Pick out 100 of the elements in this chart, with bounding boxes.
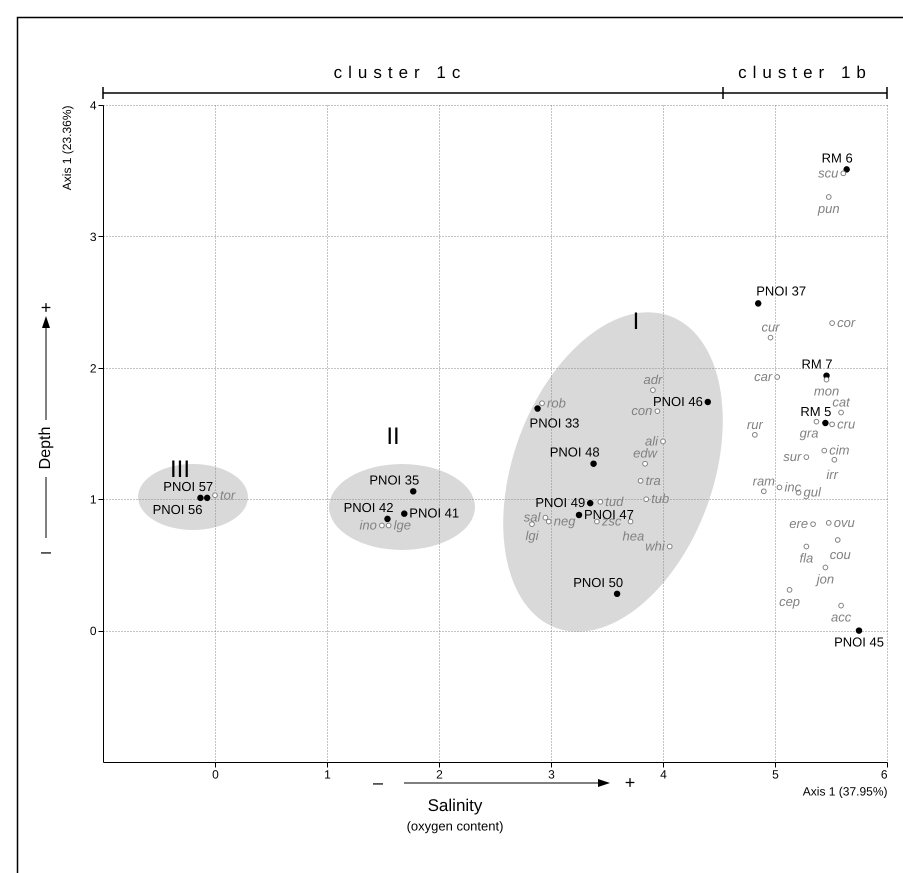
point [822, 564, 828, 570]
data-label: RM 6 [822, 150, 853, 166]
x-tick-label: 4 [660, 768, 668, 782]
point [614, 590, 620, 598]
point [597, 498, 604, 505]
data-label: tra [646, 472, 661, 488]
point [768, 334, 774, 340]
data-label: adr [644, 372, 663, 388]
point [546, 518, 552, 524]
x-axis-title: Axis 1 (37.95%) [802, 784, 888, 798]
data-label: tud [605, 494, 624, 509]
x-tick-label: 1 [324, 768, 332, 782]
data-label: PNOI 33 [530, 416, 580, 431]
point [539, 400, 545, 406]
text: – [40, 542, 52, 562]
text: – [372, 772, 384, 794]
point [804, 454, 810, 460]
data-label: ino [360, 517, 377, 532]
point [826, 194, 832, 200]
data-label: edw [633, 446, 659, 461]
point [401, 510, 408, 517]
data-label: ram [752, 473, 776, 488]
point [822, 420, 829, 426]
data-label: PNOI 35 [369, 472, 420, 488]
y-tick-label: 0 [90, 624, 97, 638]
annotation: I [632, 308, 640, 336]
data-label: lge [394, 517, 411, 532]
point [534, 405, 541, 412]
point [642, 460, 648, 467]
data-label: gra [800, 426, 818, 441]
text: Depth [37, 426, 55, 470]
data-label: PNOI 41 [409, 506, 460, 521]
data-label: PNOI 37 [756, 283, 806, 298]
point [786, 587, 792, 593]
point [824, 376, 830, 382]
point [197, 494, 204, 502]
data-label: lgi [525, 528, 540, 544]
point [856, 627, 862, 634]
data-label: hea [622, 528, 644, 544]
y-tick-label: 4 [90, 98, 97, 112]
data-label: cru [837, 416, 856, 432]
point [838, 410, 844, 416]
point [834, 537, 841, 543]
data-label: PNOI 46 [652, 394, 703, 409]
data-label: ovu [834, 514, 855, 530]
data-label: cou [830, 546, 851, 562]
text: cluster 1c [334, 63, 466, 83]
point [754, 300, 762, 307]
point [379, 522, 385, 528]
point [586, 500, 594, 506]
data-label: cur [761, 320, 780, 335]
text: Salinity [428, 796, 482, 816]
point [384, 516, 391, 522]
point [843, 166, 850, 173]
point [760, 488, 767, 494]
point [840, 170, 846, 176]
data-label: neg [554, 514, 576, 529]
data-label: pun [816, 200, 840, 216]
data-label: con [631, 403, 652, 418]
data-label: cim [829, 442, 850, 458]
point [542, 514, 548, 520]
point [590, 460, 597, 467]
point [774, 374, 780, 380]
data-label: sal [524, 510, 542, 525]
text: cluster 1b [738, 63, 872, 83]
data-label: PNOI 50 [573, 574, 624, 590]
point [410, 488, 416, 495]
data-label: tub [651, 491, 670, 506]
data-label: RM 5 [800, 404, 832, 419]
point [832, 456, 838, 463]
point [821, 448, 828, 454]
point [654, 408, 660, 414]
point [829, 320, 835, 326]
point [776, 484, 782, 490]
data-label: PNOI 56 [152, 502, 202, 517]
data-label: scu [818, 165, 838, 180]
data-label: irr [826, 466, 839, 482]
text: + [624, 772, 636, 794]
point [594, 518, 600, 524]
point [212, 492, 218, 498]
data-label: jon [814, 572, 834, 587]
data-label: whi [645, 538, 666, 554]
x-tick-label: 6 [880, 768, 888, 782]
data-label: cep [779, 594, 800, 609]
point [204, 494, 210, 502]
x-tick-label: 5 [772, 768, 780, 782]
x-tick-label: 2 [436, 768, 444, 782]
data-label: PNOI 49 [535, 495, 586, 510]
text: + [40, 298, 52, 318]
point [752, 432, 758, 438]
annotation: II [386, 423, 400, 451]
data-label: ere [789, 516, 808, 532]
y-tick-label: 2 [90, 361, 97, 376]
point [829, 421, 835, 428]
data-label: RM 7 [801, 356, 833, 372]
data-label: sur [783, 449, 802, 464]
point [838, 602, 844, 608]
data-label: acc [830, 610, 852, 625]
text: (oxygen content) [406, 818, 504, 834]
data-label: PNOI 48 [550, 444, 600, 460]
